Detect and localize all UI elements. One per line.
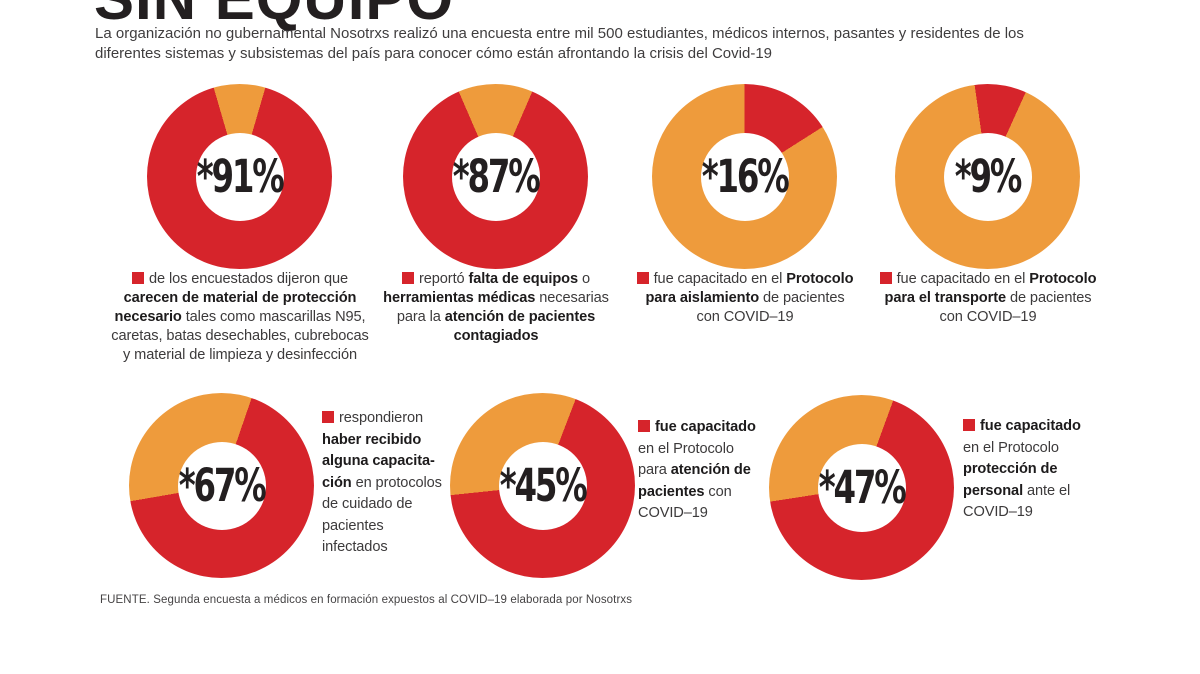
donut-description-45: fue capacitado en el Protocolo para atenci… [638, 417, 788, 525]
donut-description-text: fue capacitado en el Protocolo para aisla… [645, 271, 854, 325]
donut-value-label: *45% [499, 459, 588, 512]
donut-description-text: fue capacitado en el Protocolo protección … [963, 418, 1081, 520]
donut-description-16: fue capacitado en el Protocolo para aisla… [614, 270, 876, 327]
donut-description-text: reportó falta de equipos o herramientas m… [383, 271, 609, 344]
red-square-bullet-icon [402, 272, 414, 284]
donut-description-67: respondieron haber recibido alguna capacit… [322, 408, 462, 559]
red-square-bullet-icon [636, 272, 649, 284]
donut-description-91: de los encuestados dijeron que carecen de… [108, 270, 372, 365]
page-title: SIN EQUIPO [94, 0, 454, 33]
donut-chart-91: *91% [147, 84, 332, 269]
donut-description-47: fue capacitado en el Protocolo protección … [963, 416, 1113, 524]
donut-value-label: *47% [818, 461, 907, 514]
donut-hole: *87% [451, 132, 541, 221]
donut-value-label: *91% [196, 150, 285, 203]
donut-value-label: *9% [954, 150, 1023, 203]
source-line: FUENTE. Segunda encuesta a médicos en fo… [100, 594, 633, 606]
donut-description-text: respondieron haber recibido alguna capacit… [322, 410, 442, 555]
donut-description-text: fue capacitado en el Protocolo para el tr… [884, 271, 1097, 325]
red-square-bullet-icon [963, 419, 975, 431]
donut-hole: *91% [195, 132, 285, 221]
red-square-bullet-icon [638, 420, 650, 432]
intro-text-line-2: diferentes sistemas y subsistemas del pa… [95, 45, 772, 62]
donut-chart-47: *47% [769, 395, 954, 580]
donut-chart-16: *16% [652, 84, 837, 269]
donut-value-label: *16% [701, 150, 790, 203]
donut-hole: *9% [943, 132, 1032, 221]
red-square-bullet-icon [131, 272, 144, 284]
donut-description-9: fue capacitado en el Protocolo para el tr… [856, 270, 1120, 327]
donut-chart-87: *87% [403, 84, 588, 269]
donut-chart-45: *45% [450, 393, 635, 578]
donut-hole: *67% [177, 441, 267, 530]
donut-description-text: fue capacitado en el Protocolo para atenci… [638, 419, 756, 521]
donut-value-label: *67% [178, 459, 267, 512]
donut-chart-9: *9% [895, 84, 1080, 269]
donut-description-text: de los encuestados dijeron que carecen de… [111, 271, 369, 363]
intro-text-line-1: La organización no gubernamental Nosotrx… [95, 25, 1024, 42]
red-square-bullet-icon [322, 411, 334, 423]
donut-description-87: reportó falta de equipos o herramientas m… [372, 270, 620, 346]
intro-text: La organización no gubernamental Nosotrx… [95, 24, 1035, 64]
donut-hole: *47% [817, 443, 907, 532]
donut-value-label: *87% [452, 150, 541, 203]
donut-hole: *45% [498, 441, 588, 530]
donut-hole: *16% [700, 132, 790, 221]
donut-chart-67: *67% [129, 393, 314, 578]
red-square-bullet-icon [879, 272, 892, 284]
